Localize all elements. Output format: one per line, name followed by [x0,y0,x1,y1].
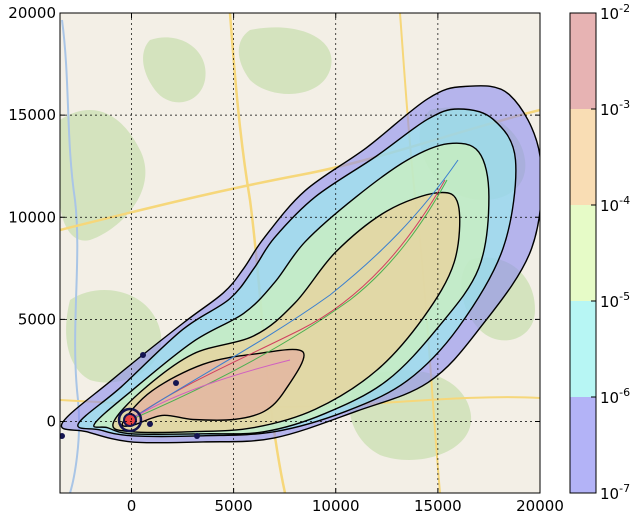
colorbar: 10-7 10-6 10-5 10-4 10-3 10-2 [569,2,630,503]
trajectory-line-4 [129,359,291,421]
colorbar-label-0: 10-7 [600,482,630,503]
colorbar-frame [569,12,597,494]
colorbar-label-2: 10-5 [600,290,630,311]
map-water [61,19,81,493]
y-tick-label-3: 15000 [8,106,56,124]
receptor-point-1 [140,352,146,358]
colorbar-band-2 [570,301,596,397]
source-ring-outer [117,407,143,433]
receptor-point-5 [60,433,65,439]
grid-lines [60,13,540,493]
map-forest-3 [238,27,332,94]
trajectory-line-3 [129,179,448,421]
receptor-point-3 [194,433,200,439]
x-tick-label-0: 0 [127,497,137,513]
colorbar-band-3 [570,205,596,301]
colorbar-label-4: 10-3 [600,98,630,119]
colorbar-band-5 [570,13,596,109]
map-forest-6 [143,37,206,103]
y-tick-label-1: 5000 [18,310,56,328]
plot-frame [59,12,541,494]
colorbar-band-4 [570,109,596,205]
receptor-point-4 [147,421,153,427]
receptor-point-2 [173,380,179,386]
colorbar-label-1: 10-6 [600,386,630,407]
colorbar-band-1 [570,397,596,493]
y-tick-label-2: 10000 [8,208,56,226]
y-tick-label-4: 20000 [8,4,56,22]
colorbar-label-5: 10-2 [600,2,630,23]
x-axis: 0 5000 10000 15000 20000 [127,13,564,513]
trajectory-line-1 [129,179,446,421]
colorbar-label-3: 10-4 [600,194,630,215]
x-tick-label-4: 20000 [516,497,564,513]
x-tick-label-2: 10000 [312,497,360,513]
map-forest-1 [60,110,146,241]
y-tick-label-0: 0 [46,413,56,431]
trajectory-line-2 [129,159,459,421]
x-tick-label-3: 15000 [414,497,462,513]
source-ring-inner [123,413,137,427]
trajectory-overlays [60,159,459,439]
y-axis: 0 5000 10000 15000 20000 [8,4,540,431]
x-tick-label-1: 5000 [215,497,253,513]
contour-layers [60,85,540,444]
